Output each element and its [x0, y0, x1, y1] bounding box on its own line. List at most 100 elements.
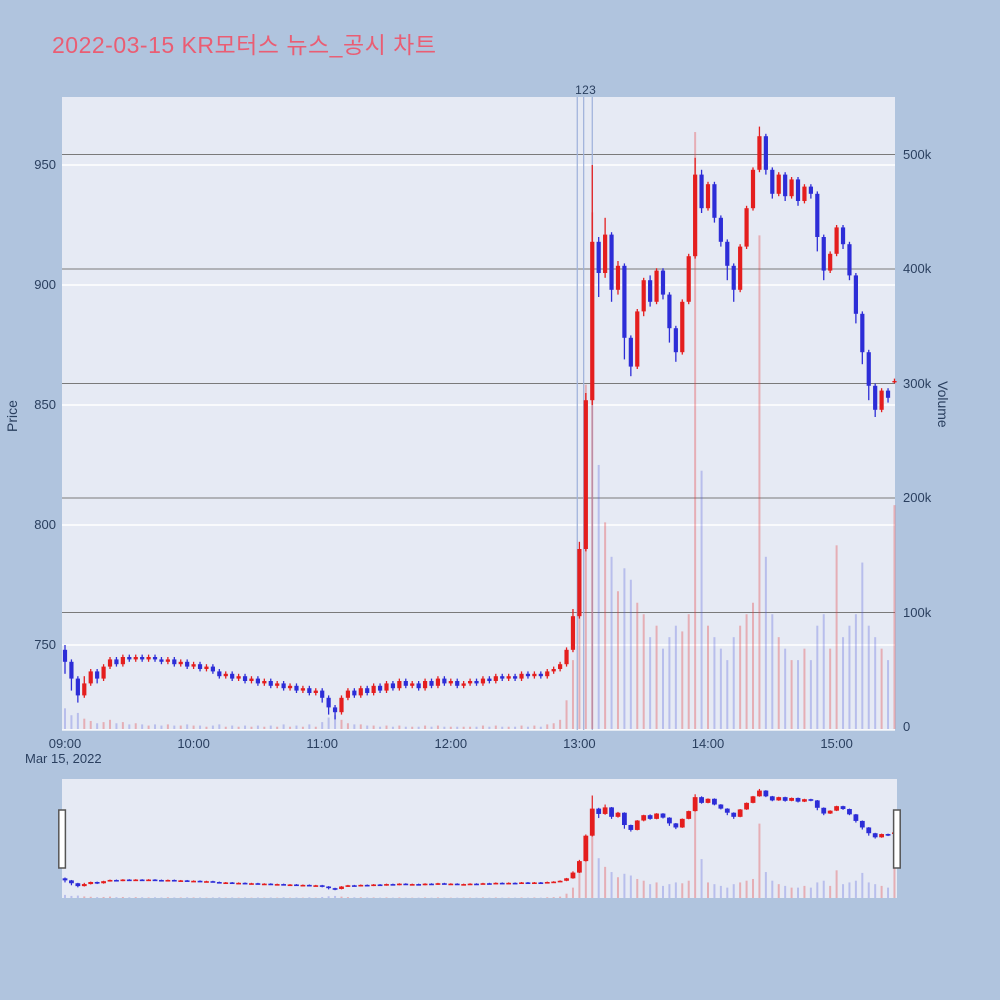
volume-bar[interactable] [565, 700, 568, 729]
candle-body[interactable] [255, 678, 260, 684]
volume-bar[interactable] [295, 725, 298, 729]
volume-bar[interactable] [404, 726, 407, 729]
candle-body[interactable] [178, 661, 183, 665]
candle-body[interactable] [802, 186, 807, 201]
volume-bar[interactable] [237, 726, 240, 729]
volume-bar[interactable] [616, 591, 619, 729]
volume-bar[interactable] [475, 726, 478, 729]
volume-bar[interactable] [822, 614, 825, 729]
candle-body[interactable] [609, 234, 614, 290]
candle-body[interactable] [120, 657, 125, 665]
candle-body[interactable] [320, 690, 325, 698]
candle-body[interactable] [705, 184, 711, 209]
volume-bar[interactable] [835, 545, 838, 729]
volume-bar[interactable] [777, 637, 780, 729]
candle-body[interactable] [339, 697, 344, 713]
volume-bar[interactable] [816, 625, 819, 729]
candle-body[interactable] [262, 681, 267, 684]
candle-body[interactable] [731, 265, 736, 290]
candle-body[interactable] [249, 678, 254, 681]
rangeslider-right-handle[interactable] [892, 809, 901, 869]
volume-bar[interactable] [115, 723, 118, 729]
candle-body[interactable] [442, 678, 447, 684]
candle-body[interactable] [377, 685, 383, 691]
candle-body[interactable] [660, 270, 666, 295]
candle-body[interactable] [603, 234, 608, 273]
volume-bar[interactable] [494, 725, 497, 729]
volume-bar[interactable] [681, 631, 684, 729]
candle-body[interactable] [294, 685, 299, 691]
volume-bar[interactable] [546, 724, 549, 729]
candle-body[interactable] [217, 671, 222, 677]
volume-bar[interactable] [218, 724, 221, 729]
candle-body[interactable] [834, 227, 839, 254]
candle-body[interactable] [152, 657, 158, 660]
volume-bar[interactable] [353, 724, 356, 729]
volume-bar[interactable] [874, 637, 877, 729]
volume-bar[interactable] [687, 614, 690, 729]
candle-body[interactable] [101, 666, 106, 679]
candle-body[interactable] [750, 169, 756, 209]
volume-bar[interactable] [707, 625, 709, 729]
volume-bar[interactable] [623, 568, 626, 729]
candle-body[interactable] [467, 681, 473, 684]
volume-bar[interactable] [674, 625, 677, 729]
candle-body[interactable] [866, 352, 871, 386]
candle-body[interactable] [365, 688, 370, 693]
candle-body[interactable] [783, 174, 788, 197]
volume-bar[interactable] [359, 724, 362, 729]
candle-body[interactable] [480, 678, 486, 684]
volume-bar[interactable] [424, 725, 427, 729]
candle-body[interactable] [615, 265, 621, 290]
volume-bar[interactable] [790, 660, 793, 729]
candle-body[interactable] [236, 676, 241, 679]
volume-bar[interactable] [89, 720, 92, 729]
candle-body[interactable] [673, 328, 678, 353]
volume-bar[interactable] [231, 725, 234, 729]
volume-bar[interactable] [539, 726, 542, 729]
volume-bar[interactable] [224, 726, 227, 729]
volume-bar[interactable] [154, 724, 157, 729]
candle-body[interactable] [146, 657, 151, 660]
volume-bar[interactable] [661, 648, 664, 729]
volume-bar[interactable] [141, 724, 144, 729]
volume-bar[interactable] [166, 724, 169, 729]
volume-bar[interactable] [211, 725, 214, 729]
candle-body[interactable] [416, 683, 421, 689]
candle-body[interactable] [654, 270, 659, 302]
volume-bar[interactable] [102, 722, 105, 729]
volume-bar[interactable] [752, 602, 755, 729]
candle-body[interactable] [840, 227, 846, 245]
volume-bar[interactable] [186, 724, 189, 729]
volume-bar[interactable] [809, 660, 812, 729]
candle-body[interactable] [75, 678, 80, 696]
candle-body[interactable] [326, 697, 331, 708]
main-plot-background[interactable] [62, 97, 895, 730]
volume-bar[interactable] [842, 637, 845, 729]
candle-body[interactable] [821, 237, 826, 271]
volume-bar[interactable] [803, 648, 806, 729]
candle-body[interactable] [313, 690, 318, 693]
rangeslider-left-handle[interactable] [58, 809, 67, 869]
volume-bar[interactable] [533, 725, 536, 729]
volume-bar[interactable] [244, 725, 247, 729]
volume-bar[interactable] [771, 614, 774, 729]
candle-body[interactable] [712, 184, 717, 218]
candle-body[interactable] [622, 265, 627, 338]
candle-body[interactable] [352, 690, 357, 696]
volume-bar[interactable] [398, 725, 401, 729]
volume-bar[interactable] [417, 726, 420, 729]
volume-bar[interactable] [96, 723, 99, 729]
candle-body[interactable] [757, 136, 762, 170]
volume-bar[interactable] [411, 726, 414, 729]
volume-bar[interactable] [301, 726, 304, 729]
volume-bar[interactable] [327, 717, 330, 729]
candle-body[interactable] [403, 681, 408, 686]
volume-bar[interactable] [514, 726, 517, 729]
candle-body[interactable] [88, 671, 93, 684]
volume-bar[interactable] [179, 725, 182, 729]
candle-body[interactable] [197, 664, 203, 669]
candle-body[interactable] [223, 673, 228, 677]
volume-bar[interactable] [366, 725, 369, 729]
volume-bar[interactable] [559, 719, 562, 729]
